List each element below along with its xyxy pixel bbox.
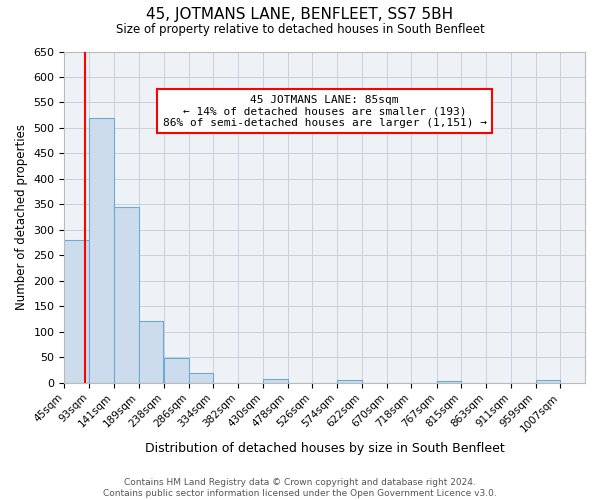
X-axis label: Distribution of detached houses by size in South Benfleet: Distribution of detached houses by size …: [145, 442, 505, 455]
Bar: [437, 381, 461, 382]
Bar: [536, 380, 560, 382]
Bar: [64, 240, 89, 382]
Text: Size of property relative to detached houses in South Benfleet: Size of property relative to detached ho…: [116, 22, 484, 36]
Text: 45 JOTMANS LANE: 85sqm
← 14% of detached houses are smaller (193)
86% of semi-de: 45 JOTMANS LANE: 85sqm ← 14% of detached…: [163, 94, 487, 128]
Text: 45, JOTMANS LANE, BENFLEET, SS7 5BH: 45, JOTMANS LANE, BENFLEET, SS7 5BH: [146, 8, 454, 22]
Bar: [263, 378, 287, 382]
Y-axis label: Number of detached properties: Number of detached properties: [15, 124, 28, 310]
Text: Contains HM Land Registry data © Crown copyright and database right 2024.
Contai: Contains HM Land Registry data © Crown c…: [103, 478, 497, 498]
Bar: [89, 118, 114, 382]
Bar: [188, 374, 214, 382]
Bar: [139, 322, 163, 382]
Bar: [164, 358, 188, 382]
Bar: [337, 380, 362, 382]
Bar: [114, 207, 139, 382]
